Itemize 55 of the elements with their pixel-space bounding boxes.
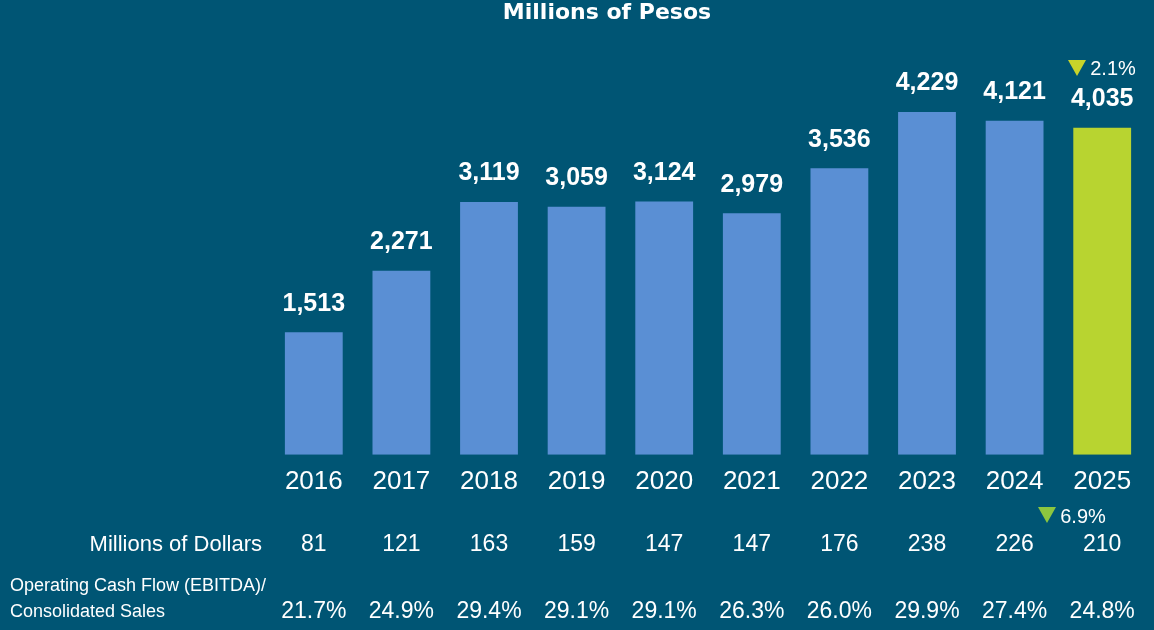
text: 26.3% [719, 597, 785, 624]
text: 163 [469, 530, 509, 557]
text: 147 [732, 530, 771, 557]
data-label: 2,979 [720, 168, 784, 197]
bar [284, 332, 343, 455]
text: 26.0% [806, 597, 873, 624]
text: 210 [1083, 530, 1122, 557]
text: 81 [301, 530, 327, 557]
data-label: 3,059 [545, 162, 608, 191]
bar [635, 201, 694, 455]
text: 29.1% [631, 597, 697, 624]
text: 24.8% [1069, 597, 1135, 624]
text: 6.9% [1060, 504, 1106, 527]
data-label: 1,513 [282, 287, 346, 316]
x-tick-label: 2020 [635, 464, 694, 495]
text: Millions of Dollars [89, 531, 262, 557]
x-tick-label: 2017 [372, 464, 431, 495]
data-label: 3,119 [458, 157, 520, 186]
x-tick-label: 2019 [547, 464, 606, 495]
text: 159 [557, 530, 596, 557]
text: 29.4% [456, 597, 522, 624]
data-label: 3,536 [808, 123, 871, 152]
x-tick-label: 2022 [810, 464, 869, 495]
x-tick-label: 2021 [722, 464, 781, 495]
data-label: 2,271 [370, 226, 433, 255]
bar [722, 213, 781, 455]
bar [898, 111, 956, 455]
x-tick-label: 2024 [985, 464, 1044, 495]
text: 29.1% [543, 597, 610, 624]
x-tick-label: 2016 [284, 464, 343, 495]
bar [547, 206, 606, 455]
data-label: 4,229 [895, 67, 959, 96]
x-tick-label: 2025 [1073, 464, 1132, 495]
bar [985, 120, 1044, 455]
text: 147 [645, 530, 684, 557]
data-label: 4,121 [983, 76, 1046, 105]
text: 21.7% [281, 597, 347, 624]
data-label: 4,035 [1070, 83, 1134, 112]
annotation: 2.1% [1090, 57, 1136, 80]
bar [460, 201, 518, 455]
bar [372, 270, 431, 455]
x-tick-label: 2023 [898, 464, 956, 495]
text: 29.9% [894, 597, 960, 624]
text: 121 [382, 530, 421, 557]
text: 238 [907, 530, 947, 557]
bar [810, 168, 869, 455]
data-label: 3,124 [632, 156, 696, 185]
text: Operating Cash Flow (EBITDA)/ Consolidated Sales [10, 574, 267, 621]
text: 176 [820, 530, 859, 557]
bar [1073, 127, 1132, 455]
chart-title: Millions of Pesos [502, 0, 712, 24]
x-tick-label: 2018 [460, 464, 518, 495]
text: 27.4% [981, 597, 1048, 624]
text: 24.9% [368, 597, 435, 624]
text: 226 [995, 530, 1034, 557]
